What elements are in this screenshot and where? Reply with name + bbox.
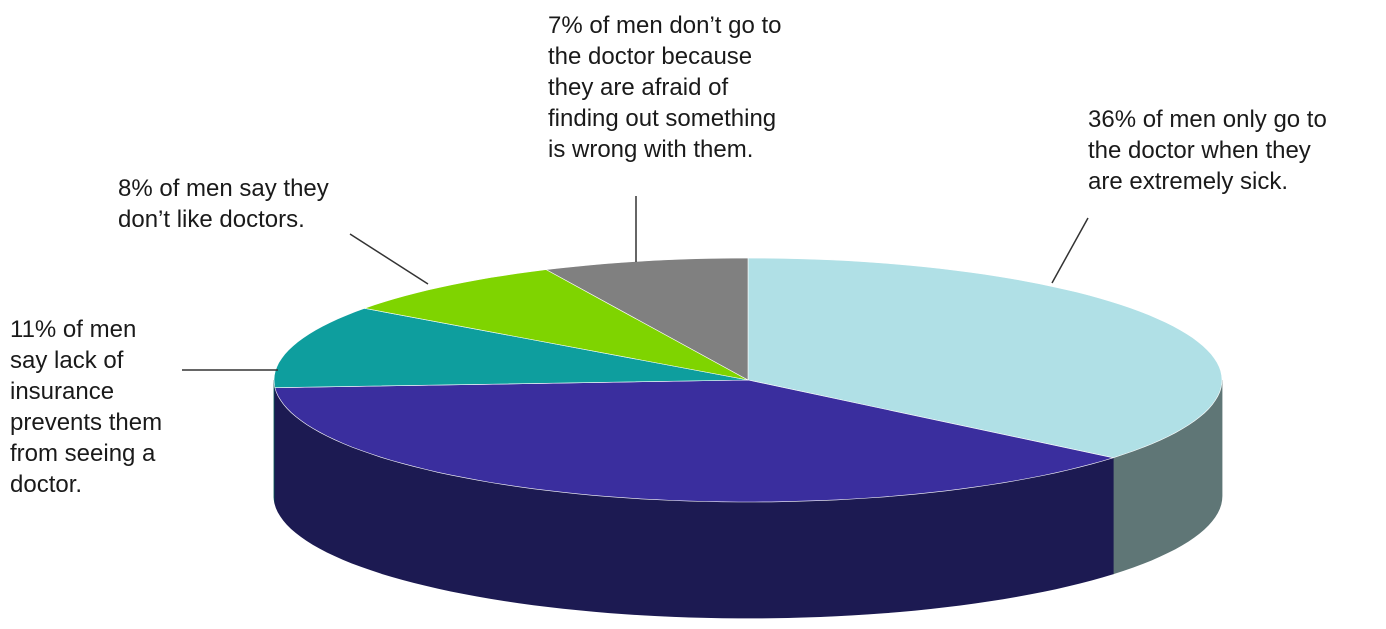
leader-line-3 bbox=[349, 233, 429, 285]
slice-label-afraid-of-finding-out: 7% of men don’t go to the doctor because… bbox=[548, 12, 782, 163]
pie-slice-1-unlabeled bbox=[274, 379, 1114, 503]
slice-label-dont-like-doctors: 8% of men say they don’t like doctors. bbox=[118, 175, 329, 233]
pie-slice-4-7-of-men-don-t-go-to-the-docto bbox=[545, 257, 749, 381]
pie-top-faces bbox=[273, 257, 1223, 503]
pie-slice-2-11-of-men-say-lack-of-insuranc bbox=[273, 307, 749, 389]
leader-lines bbox=[182, 196, 1089, 371]
pie-slice-0-36-of-men-only-go-to-the-docto bbox=[747, 257, 1223, 459]
slice-label-extremely-sick: 36% of men only go to the doctor when th… bbox=[1088, 106, 1327, 195]
pie-slice-3-8-of-men-say-they-don-t-like-d bbox=[363, 269, 749, 381]
leader-line-0 bbox=[1051, 217, 1089, 284]
slice-label-lack-of-insurance: 11% of men say lack of insurance prevent… bbox=[10, 316, 163, 498]
